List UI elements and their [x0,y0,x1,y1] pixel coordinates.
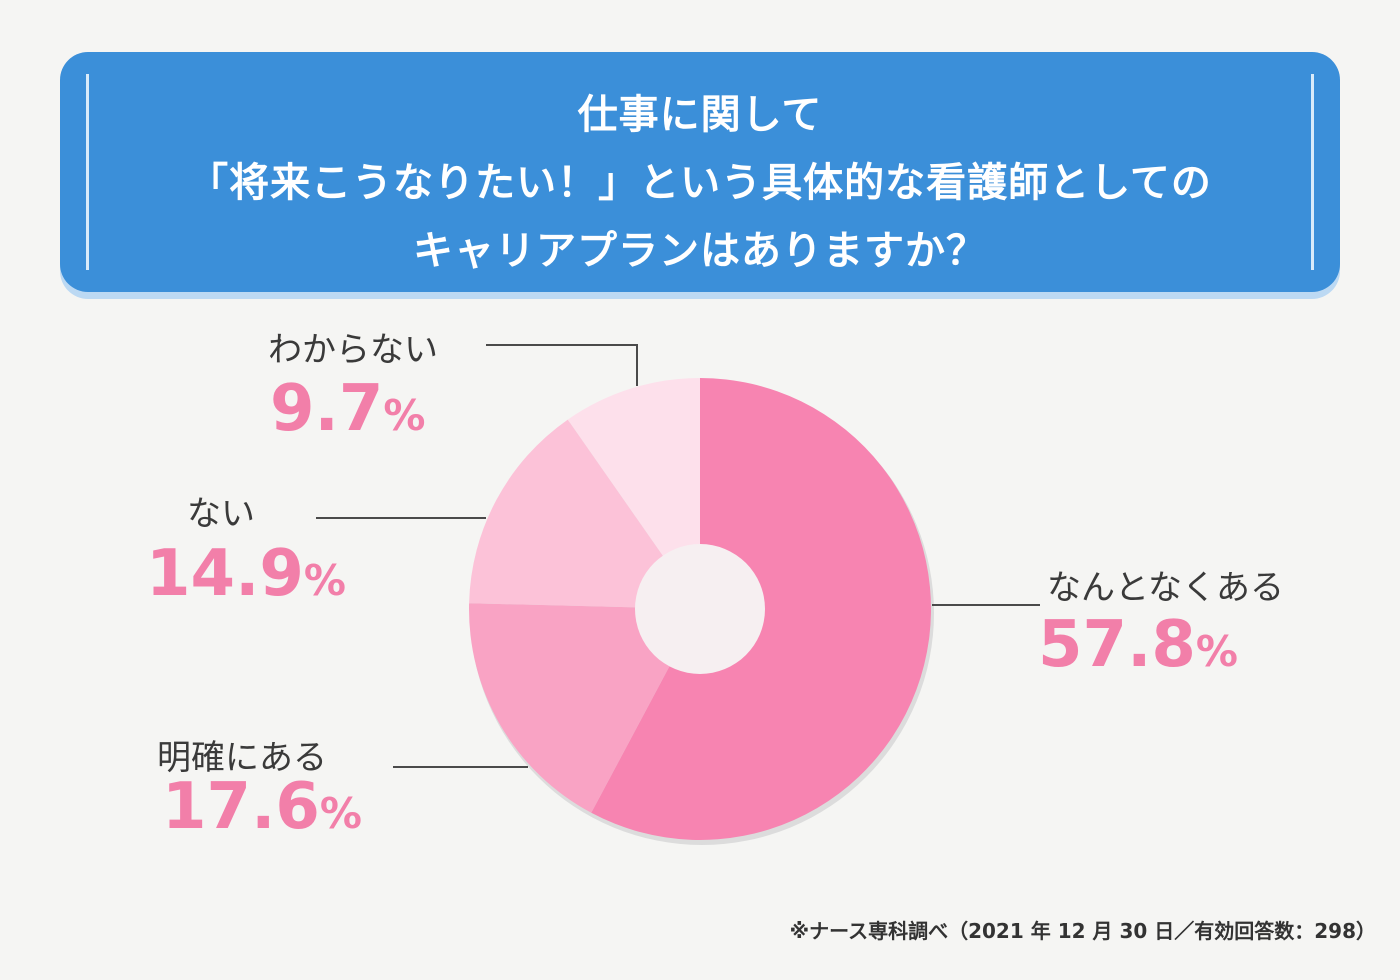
value-nai: 14.9% [146,537,346,611]
value-nantonaku-number: 57.8 [1038,608,1196,682]
value-meikaku: 17.6% [162,770,362,844]
value-nantonaku: 57.8% [1038,608,1238,682]
label-wakaranai: わからない [268,330,438,370]
value-nai-unit: % [303,556,346,605]
leader-wakaranai-v [636,344,638,386]
label-nai: ない [187,494,255,534]
slice-3 [567,378,700,609]
value-wakaranai-number: 9.7 [270,372,384,446]
leader-nantonaku [932,604,1040,606]
leader-wakaranai-h [486,344,638,346]
value-nai-number: 14.9 [146,537,304,611]
banner-left-rule [86,74,89,270]
banner-right-rule [1311,74,1314,270]
label-meikaku: 明確にある [157,738,327,778]
title-line-1: 仕事に関して [577,92,823,138]
title-line-2: 「将来こうなりたい！」という具体的な看護師としての [188,160,1212,206]
value-meikaku-number: 17.6 [162,770,320,844]
label-nantonaku: なんとなくある [1047,568,1284,608]
title-banner: 仕事に関して 「将来こうなりたい！」という具体的な看護師としての キャリアプラン… [60,52,1340,292]
slice-1 [469,603,700,813]
slice-2 [469,419,700,609]
value-meikaku-unit: % [319,789,362,838]
leader-meikaku [393,766,528,768]
value-wakaranai: 9.7% [270,372,425,446]
donut-hole [635,544,765,674]
title-line-3: キャリアプランはありますか？ [413,228,987,274]
value-nantonaku-unit: % [1195,627,1238,676]
leader-nai [316,517,486,519]
source-note: ※ナース専科調べ（2021 年 12 月 30 日／有効回答数：298） [789,919,1376,943]
value-wakaranai-unit: % [383,391,426,440]
